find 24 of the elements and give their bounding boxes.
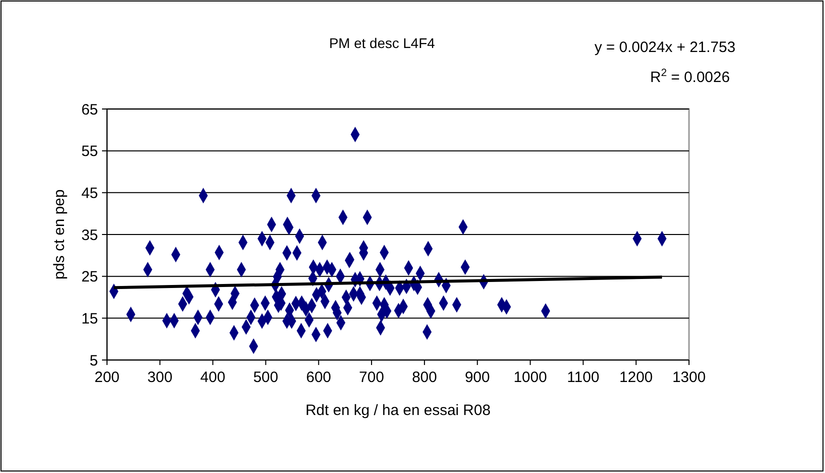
y-tick-label: 55 (81, 143, 98, 160)
y-tick-label: 5 (90, 352, 98, 370)
chart-title: PM et desc L4F4 (329, 35, 436, 51)
y-tick-label: 25 (81, 268, 98, 286)
x-tick-label: 500 (253, 369, 278, 386)
x-tick-label: 900 (464, 369, 490, 386)
x-tick-label: 700 (359, 369, 384, 386)
y-tick-label: 65 (81, 101, 98, 118)
x-tick-label: 1000 (514, 369, 547, 386)
x-tick-label: 1200 (619, 369, 653, 386)
text: R$^{2}$ = 0.0026 (650, 67, 730, 86)
text: y = 0.0024x + 21.753 (594, 39, 736, 56)
x-tick-label: 600 (306, 369, 332, 386)
y-axis-title: pds ct en pep (51, 189, 68, 280)
y-tick-label: 45 (81, 184, 98, 202)
x-tick-label: 1300 (672, 369, 706, 386)
y-tick-label: 15 (81, 310, 98, 328)
x-tick-label: 200 (94, 369, 120, 386)
x-tick-label: 1100 (567, 369, 600, 386)
x-axis-title: Rdt en kg / ha en essai R08 (305, 402, 491, 419)
x-tick-label: 400 (200, 369, 226, 386)
x-tick-label: 300 (147, 369, 172, 386)
x-tick-label: 800 (412, 369, 437, 386)
y-tick-label: 35 (81, 226, 98, 244)
